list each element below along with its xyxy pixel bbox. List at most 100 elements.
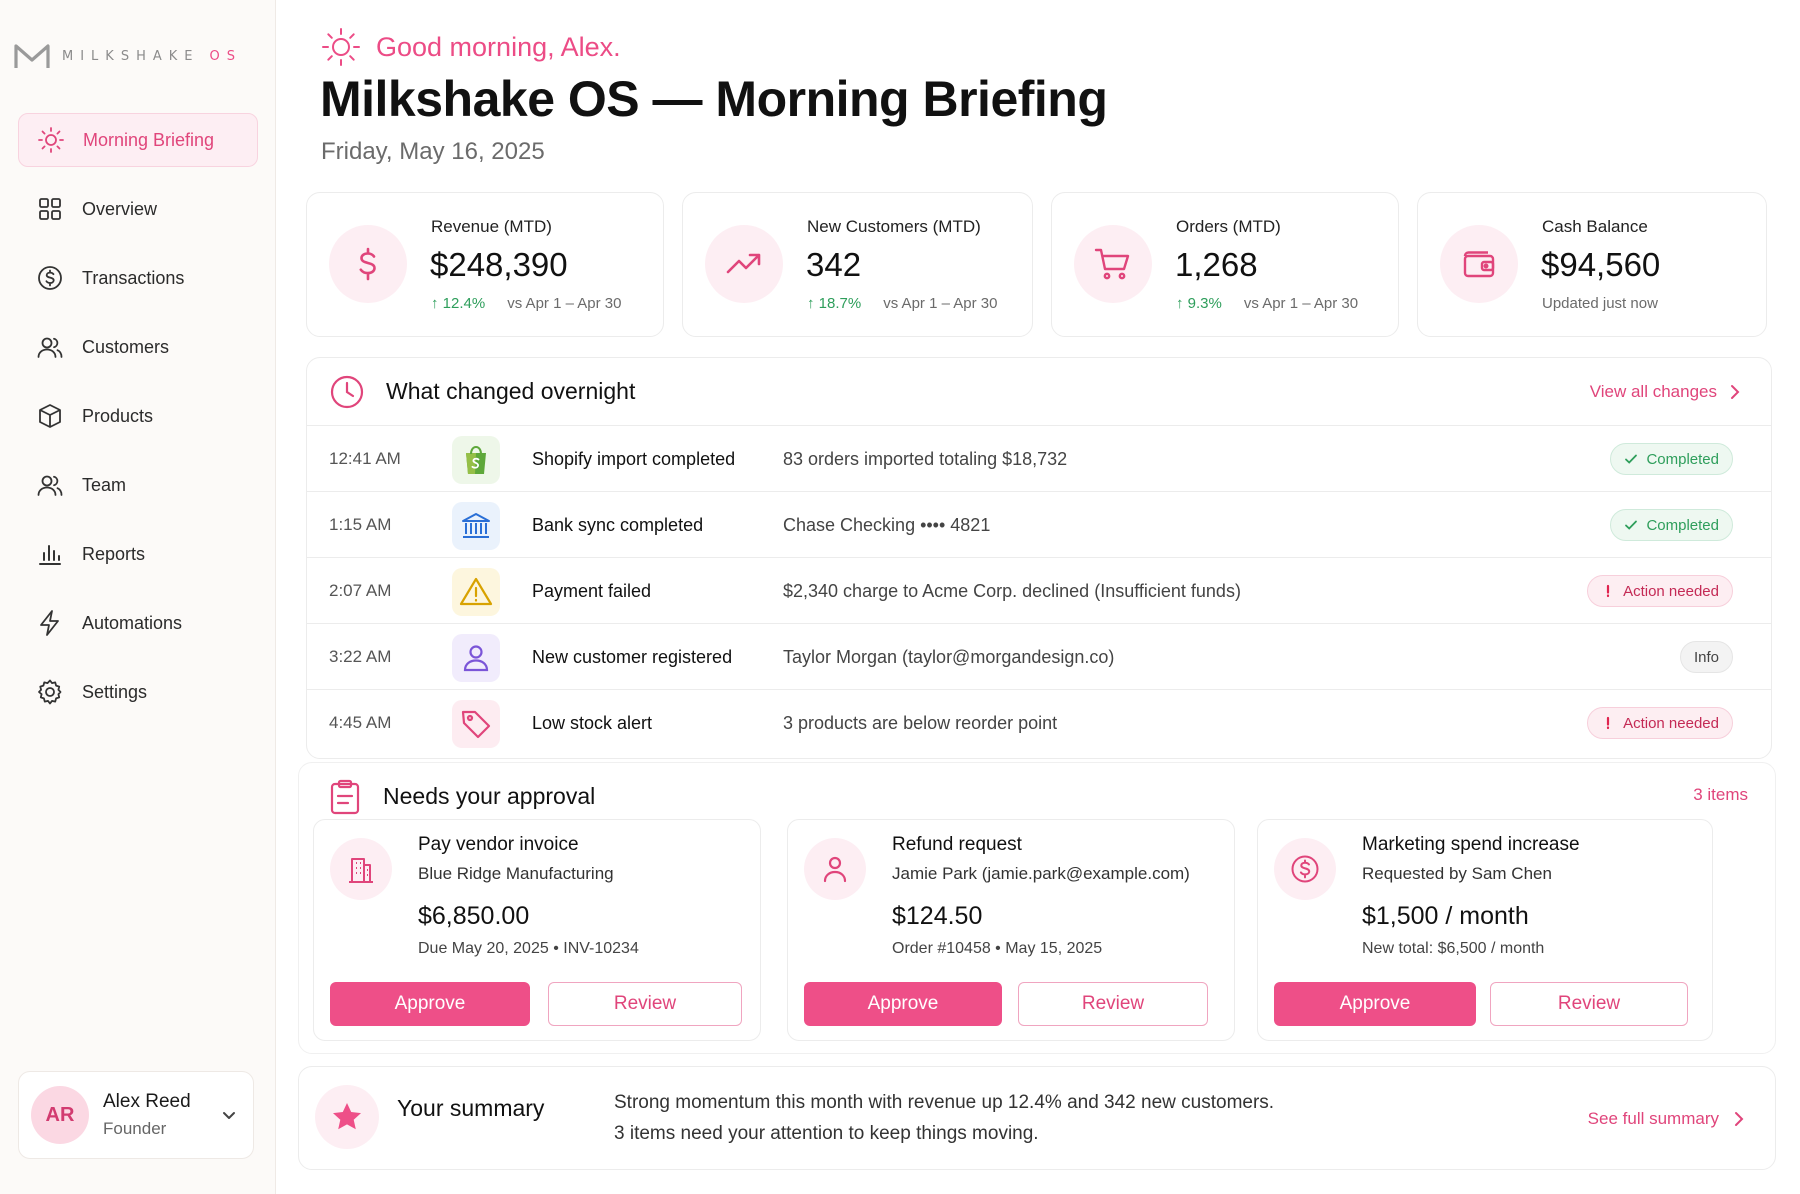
event-icon-wrap: [452, 700, 500, 748]
sun-icon: [322, 28, 360, 66]
table-row[interactable]: 12:41 AM Shopify import completed 83 ord…: [307, 426, 1771, 492]
sidebar-item-overview[interactable]: Overview: [18, 182, 258, 236]
logo-text: MILKSHAKE OS: [62, 48, 242, 64]
check-icon: [1625, 454, 1638, 464]
kpi-icon-wrap: [1074, 225, 1152, 303]
event-title: Bank sync completed: [532, 515, 704, 535]
kpi-label: Cash Balance: [1542, 217, 1648, 236]
kpi-delta: ↑ 12.4%: [431, 295, 486, 312]
status-label: Action needed: [1623, 714, 1719, 732]
team-icon: [37, 475, 63, 496]
sidebar-item-customers[interactable]: Customers: [18, 320, 258, 374]
summary-section: Your summary Strong momentum this month …: [298, 1066, 1776, 1170]
kpi-label: New Customers (MTD): [807, 217, 981, 236]
review-button[interactable]: Review: [1018, 982, 1208, 1026]
sidebar-item-morning-briefing[interactable]: Morning Briefing: [18, 113, 258, 167]
approve-button[interactable]: Approve: [330, 982, 530, 1026]
event-title: Payment failed: [532, 581, 652, 601]
event-time: 12:41 AM: [329, 449, 401, 468]
clock-icon: [330, 375, 364, 409]
link-label: See full summary: [1587, 1109, 1719, 1128]
approval-icon-wrap: [330, 838, 392, 900]
sidebar-item-label: Reports: [82, 543, 146, 564]
dollar-circle-icon: [38, 266, 62, 290]
view-all-changes-link[interactable]: View all changes: [1590, 382, 1743, 402]
kpi-card-orders[interactable]: Orders (MTD) 1,268 ↑ 9.3% vs Apr 1 – Apr…: [1051, 192, 1399, 337]
see-full-summary-link[interactable]: See full summary: [1588, 1109, 1747, 1129]
review-button[interactable]: Review: [548, 982, 742, 1026]
approve-button[interactable]: Approve: [804, 982, 1002, 1026]
summary-icon-wrap: [315, 1085, 379, 1149]
gear-icon: [38, 679, 62, 705]
event-time: 3:22 AM: [329, 647, 392, 666]
box-icon: [39, 404, 61, 428]
review-button[interactable]: Review: [1490, 982, 1688, 1026]
overnight-panel: What changed overnight View all changes …: [306, 357, 1772, 759]
event-detail: 3 products are below reorder point: [783, 713, 1058, 733]
logo[interactable]: MILKSHAKE OS: [14, 42, 242, 70]
check-icon: [1625, 520, 1638, 530]
event-detail: $2,340 charge to Acme Corp. declined (In…: [783, 581, 1241, 601]
approval-icon-wrap: [804, 838, 866, 900]
sidebar-item-label: Transactions: [82, 267, 185, 288]
kpi-delta: ↑ 9.3%: [1176, 295, 1222, 312]
kpi-delta-row: ↑ 12.4% vs Apr 1 – Apr 30: [431, 295, 621, 312]
approval-card-title: Refund request: [892, 834, 1022, 855]
trend-up-icon: [726, 253, 761, 274]
warning-triangle-icon: [459, 577, 493, 606]
kpi-value: 1,268: [1175, 246, 1258, 283]
sidebar-item-settings[interactable]: Settings: [18, 665, 258, 719]
approval-card-subtitle: Blue Ridge Manufacturing: [418, 864, 614, 883]
table-row[interactable]: 2:07 AM Payment failed $2,340 charge to …: [307, 558, 1771, 624]
clipboard-icon: [330, 779, 360, 815]
sidebar-item-label: Morning Briefing: [83, 129, 215, 150]
sidebar-item-automations[interactable]: Automations: [18, 596, 258, 650]
bar-chart-icon: [39, 545, 61, 565]
sidebar-item-label: Customers: [82, 336, 170, 357]
kpi-icon-wrap: [329, 225, 407, 303]
greeting-text: Good morning, Alex.: [376, 31, 621, 62]
kpi-card-revenue[interactable]: Revenue (MTD) $248,390 ↑ 12.4% vs Apr 1 …: [306, 192, 664, 337]
panel-title: What changed overnight: [386, 378, 636, 404]
status-badge: Action needed: [1587, 575, 1733, 607]
kpi-delta-row: ↑ 9.3% vs Apr 1 – Apr 30: [1176, 295, 1358, 312]
user-name: Alex Reed: [103, 1091, 191, 1112]
event-title: Shopify import completed: [532, 449, 736, 469]
event-icon-wrap: [452, 568, 500, 616]
users-icon: [37, 337, 63, 358]
approval-count: 3 items: [1693, 785, 1748, 804]
user-role: Founder: [103, 1119, 167, 1138]
kpi-note: Updated just now: [1542, 295, 1658, 312]
user-card[interactable]: AR Alex Reed Founder: [18, 1071, 254, 1159]
status-label: Action needed: [1623, 582, 1719, 600]
greeting: Good morning, Alex.: [320, 26, 621, 68]
person-icon: [823, 856, 847, 883]
event-title: New customer registered: [532, 647, 733, 667]
sidebar-item-transactions[interactable]: Transactions: [18, 251, 258, 305]
status-badge: Completed: [1610, 509, 1733, 541]
kpi-compare: vs Apr 1 – Apr 30: [1243, 295, 1359, 312]
dollar-circle-icon: [1291, 855, 1319, 883]
kpi-card-cash-balance[interactable]: Cash Balance $94,560 Updated just now: [1417, 192, 1767, 337]
approval-card-amount: $6,850.00: [418, 902, 530, 930]
panel-header: What changed overnight View all changes: [307, 358, 1771, 426]
sidebar-item-reports[interactable]: Reports: [18, 527, 258, 581]
chevron-down-icon[interactable]: [219, 1105, 239, 1125]
table-row[interactable]: 3:22 AM New customer registered Taylor M…: [307, 624, 1771, 690]
approval-title: Needs your approval: [383, 783, 596, 809]
event-time: 2:07 AM: [329, 581, 392, 600]
kpi-card-new-customers[interactable]: New Customers (MTD) 342 ↑ 18.7% vs Apr 1…: [682, 192, 1033, 337]
approval-card-subtitle: Requested by Sam Chen: [1362, 864, 1552, 883]
summary-line: Strong momentum this month with revenue …: [614, 1092, 1275, 1113]
event-time: 4:45 AM: [329, 713, 392, 732]
page-date: Friday, May 16, 2025: [321, 138, 545, 165]
kpi-compare: vs Apr 1 – Apr 30: [507, 295, 622, 312]
approval-card-amount: $1,500 / month: [1362, 902, 1529, 930]
table-row[interactable]: 4:45 AM Low stock alert 3 products are b…: [307, 690, 1771, 756]
approval-card-meta: Due May 20, 2025 • INV-10234: [418, 940, 639, 957]
table-row[interactable]: 1:15 AM Bank sync completed Chase Checki…: [307, 492, 1771, 558]
kpi-label: Revenue (MTD): [431, 217, 552, 236]
approve-button[interactable]: Approve: [1274, 982, 1476, 1026]
sidebar-item-products[interactable]: Products: [18, 389, 258, 443]
sidebar-item-team[interactable]: Team: [18, 458, 258, 512]
